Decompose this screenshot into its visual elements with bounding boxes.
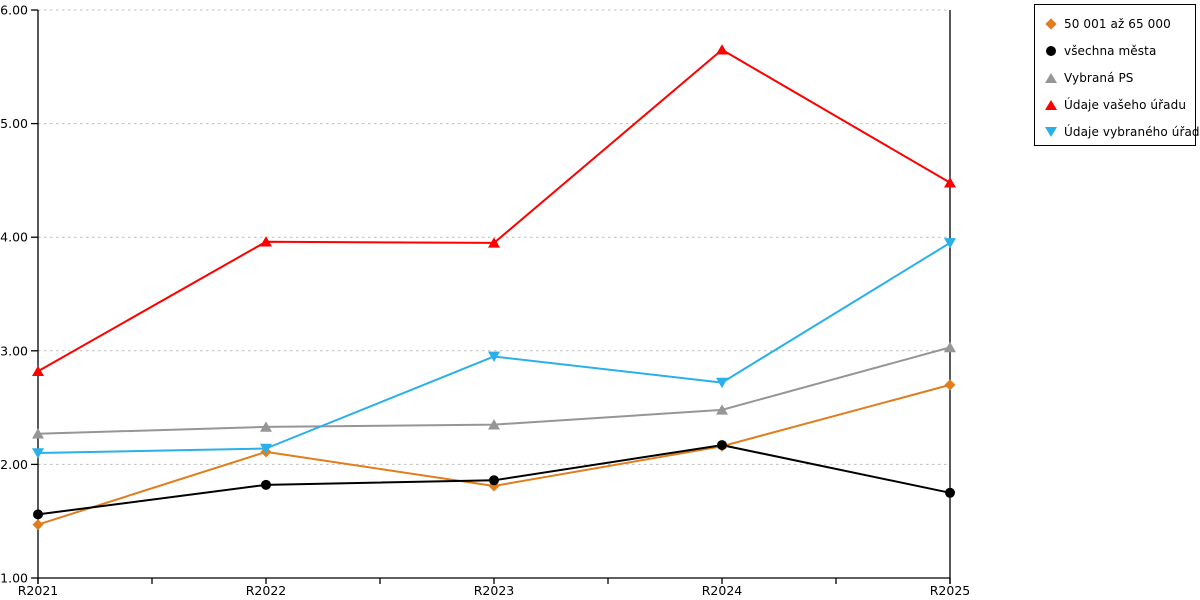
data-point-triangle-down — [716, 377, 728, 389]
data-point-circle — [33, 509, 43, 520]
triangle-up-glyph — [1044, 72, 1057, 83]
x-tick-label: R2024 — [702, 583, 743, 598]
legend-label: 50 001 až 65 000 — [1064, 16, 1171, 31]
data-point-circle — [717, 440, 727, 451]
data-point-triangle-down — [488, 351, 500, 362]
legend-item: Údaje vybraného úřadu — [1044, 118, 1200, 145]
legend-marker-circle-icon — [1044, 44, 1057, 57]
data-point-triangle-up — [32, 365, 44, 377]
data-point-diamond — [944, 379, 956, 391]
data-point-triangle-down — [944, 238, 956, 249]
y-tick-label: 6.00 — [0, 3, 28, 18]
circle-glyph — [1045, 45, 1056, 56]
data-point-triangle-up — [716, 44, 728, 55]
y-tick-label: 4.00 — [0, 230, 28, 245]
y-tick-label: 2.00 — [0, 457, 28, 472]
data-point-diamond — [32, 519, 44, 531]
y-tick-label: 5.00 — [0, 116, 28, 131]
data-point-triangle-up — [716, 404, 728, 415]
data-point-circle — [261, 479, 271, 490]
data-point-circle — [945, 487, 955, 498]
legend-label: Vybraná PS — [1064, 70, 1134, 85]
legend-marker-triangle-down-icon — [1044, 125, 1057, 138]
triangle-up-glyph — [1044, 99, 1057, 110]
legend-marker-triangle-up-icon — [1044, 98, 1057, 111]
data-point-triangle-up — [260, 421, 272, 432]
legend-item: všechna města — [1044, 37, 1195, 64]
legend-marker-triangle-up-icon — [1044, 71, 1057, 84]
legend-item: Vybraná PS — [1044, 64, 1195, 91]
legend-item: 50 001 až 65 000 — [1044, 10, 1195, 37]
diamond-glyph — [1044, 17, 1057, 30]
data-point-triangle-up — [944, 341, 956, 353]
legend-item: Údaje vašeho úřadu — [1044, 91, 1195, 118]
legend-label: všechna města — [1064, 43, 1157, 58]
series-line-0 — [37, 383, 951, 526]
data-point-circle — [489, 475, 499, 486]
triangle-down-glyph — [1044, 126, 1057, 137]
data-point-triangle-up — [488, 237, 500, 248]
data-point-triangle-up — [488, 419, 500, 430]
legend-label: Údaje vybraného úřadu — [1064, 124, 1200, 139]
y-tick-label: 1.00 — [0, 571, 28, 586]
data-point-triangle-up — [944, 177, 956, 188]
x-tick-label: R2023 — [474, 583, 515, 598]
data-point-triangle-up — [260, 236, 272, 247]
legend: 50 001 až 65 000 všechna města Vybraná P… — [1034, 4, 1200, 146]
legend-label: Údaje vašeho úřadu — [1064, 97, 1187, 112]
data-point-triangle-down — [32, 448, 44, 459]
series-line-3 — [37, 48, 951, 373]
x-tick-label: R2025 — [930, 583, 971, 598]
legend-marker-diamond-icon — [1044, 17, 1057, 30]
data-point-triangle-up — [32, 428, 44, 439]
x-tick-label: R2021 — [18, 583, 59, 598]
data-point-triangle-down — [260, 443, 272, 454]
x-tick-label: R2022 — [246, 583, 287, 598]
y-tick-label: 3.00 — [0, 343, 28, 358]
